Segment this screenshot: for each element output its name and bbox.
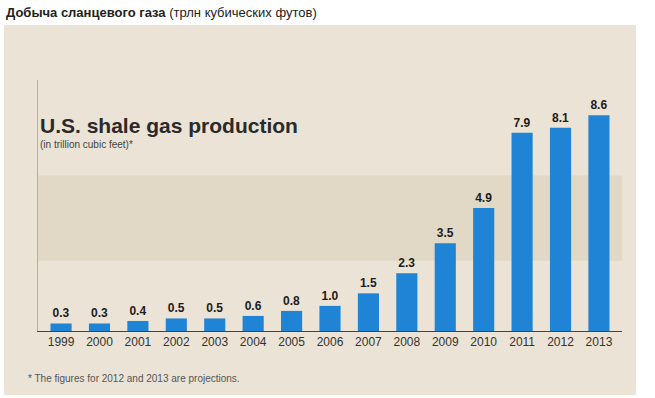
svg-text:U.S. shale gas production: U.S. shale gas production [40, 114, 298, 137]
svg-text:2.3: 2.3 [398, 256, 415, 270]
svg-text:2007: 2007 [355, 335, 382, 349]
svg-text:4.9: 4.9 [475, 191, 492, 205]
svg-text:8.6: 8.6 [590, 98, 607, 112]
svg-text:1.5: 1.5 [360, 276, 377, 290]
svg-text:3.5: 3.5 [437, 226, 454, 240]
svg-text:2001: 2001 [125, 335, 152, 349]
svg-text:0.3: 0.3 [91, 306, 108, 320]
svg-text:2000: 2000 [86, 335, 113, 349]
svg-text:2003: 2003 [201, 335, 228, 349]
svg-text:7.9: 7.9 [514, 116, 531, 130]
svg-text:2002: 2002 [163, 335, 190, 349]
svg-text:2006: 2006 [317, 335, 344, 349]
svg-text:0.5: 0.5 [168, 301, 185, 315]
svg-text:8.1: 8.1 [552, 111, 569, 125]
svg-text:(in trillion cubic feet)*: (in trillion cubic feet)* [40, 139, 133, 150]
svg-text:2009: 2009 [432, 335, 459, 349]
svg-text:1.0: 1.0 [321, 289, 338, 303]
svg-text:2013: 2013 [586, 335, 613, 349]
svg-text:0.8: 0.8 [283, 294, 300, 308]
svg-text:2012: 2012 [547, 335, 574, 349]
svg-text:1999: 1999 [48, 335, 75, 349]
svg-text:2005: 2005 [278, 335, 305, 349]
svg-text:2004: 2004 [240, 335, 267, 349]
svg-text:0.6: 0.6 [245, 299, 262, 313]
svg-text:* The figures for 2012 and 201: * The figures for 2012 and 2013 are proj… [28, 373, 240, 384]
svg-text:0.3: 0.3 [53, 306, 70, 320]
html-text:Добыча сланцевого газа (трлн к: Добыча сланцевого газа (трлн кубических … [6, 5, 317, 20]
svg-text:0.4: 0.4 [129, 304, 146, 318]
svg-text:2010: 2010 [470, 335, 497, 349]
svg-text:2008: 2008 [393, 335, 420, 349]
svg-text:2011: 2011 [509, 335, 535, 349]
svg-text:0.5: 0.5 [206, 301, 223, 315]
